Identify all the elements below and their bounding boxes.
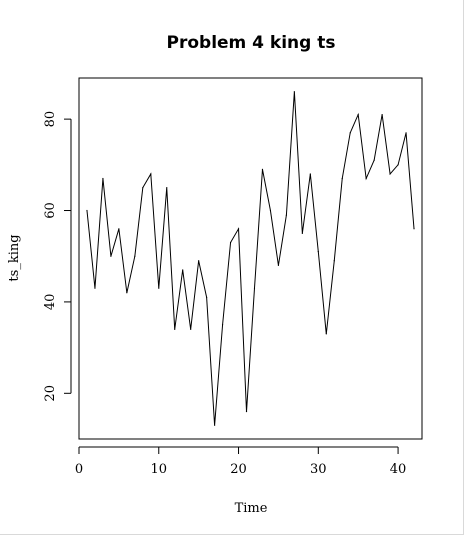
y-axis-label: ts_king bbox=[7, 234, 22, 281]
data-point bbox=[262, 169, 263, 170]
data-point bbox=[214, 425, 215, 426]
x-tick-label: 40 bbox=[390, 462, 407, 477]
data-point bbox=[278, 265, 279, 266]
data-point bbox=[358, 114, 359, 115]
data-point bbox=[350, 132, 351, 133]
data-point bbox=[118, 228, 119, 229]
x-tick-label: 30 bbox=[310, 462, 327, 477]
data-point bbox=[294, 91, 295, 92]
data-point bbox=[382, 114, 383, 115]
data-point bbox=[94, 288, 95, 289]
data-point bbox=[389, 173, 390, 174]
data-point bbox=[142, 187, 143, 188]
plot-box bbox=[79, 78, 422, 439]
data-point bbox=[366, 178, 367, 179]
x-tick-label: 0 bbox=[75, 462, 83, 477]
data-point bbox=[174, 329, 175, 330]
data-point bbox=[190, 329, 191, 330]
data-point bbox=[198, 260, 199, 261]
data-point bbox=[405, 132, 406, 133]
data-point bbox=[413, 228, 414, 229]
data-point bbox=[222, 324, 223, 325]
data-point bbox=[102, 178, 103, 179]
x-axis: 0 10 20 30 40 bbox=[75, 447, 406, 477]
series-line bbox=[87, 92, 414, 426]
data-point bbox=[334, 260, 335, 261]
data-point bbox=[182, 269, 183, 270]
data-series bbox=[86, 91, 414, 426]
data-point bbox=[246, 411, 247, 412]
data-point bbox=[126, 292, 127, 293]
y-tick-label: 40 bbox=[43, 294, 58, 311]
y-axis: 20 40 60 80 bbox=[43, 111, 71, 402]
data-point bbox=[397, 164, 398, 165]
data-point bbox=[158, 288, 159, 289]
data-point bbox=[254, 288, 255, 289]
data-point bbox=[206, 297, 207, 298]
data-point bbox=[326, 333, 327, 334]
y-tick-label: 80 bbox=[43, 111, 58, 128]
data-point bbox=[150, 173, 151, 174]
data-point bbox=[286, 214, 287, 215]
x-tick-label: 20 bbox=[230, 462, 247, 477]
chart-title: Problem 4 king ts bbox=[167, 33, 336, 53]
y-tick-label: 60 bbox=[43, 202, 58, 219]
y-tick-label: 20 bbox=[43, 385, 58, 402]
data-point bbox=[270, 210, 271, 211]
data-point bbox=[166, 187, 167, 188]
data-point bbox=[86, 210, 87, 211]
data-point bbox=[374, 160, 375, 161]
data-point bbox=[134, 256, 135, 257]
data-point bbox=[342, 178, 343, 179]
data-point bbox=[110, 256, 111, 257]
data-point bbox=[238, 228, 239, 229]
data-point bbox=[318, 251, 319, 252]
data-point bbox=[302, 233, 303, 234]
data-point bbox=[310, 173, 311, 174]
x-tick-label: 10 bbox=[150, 462, 167, 477]
data-point bbox=[230, 242, 231, 243]
x-axis-label: Time bbox=[235, 501, 268, 516]
